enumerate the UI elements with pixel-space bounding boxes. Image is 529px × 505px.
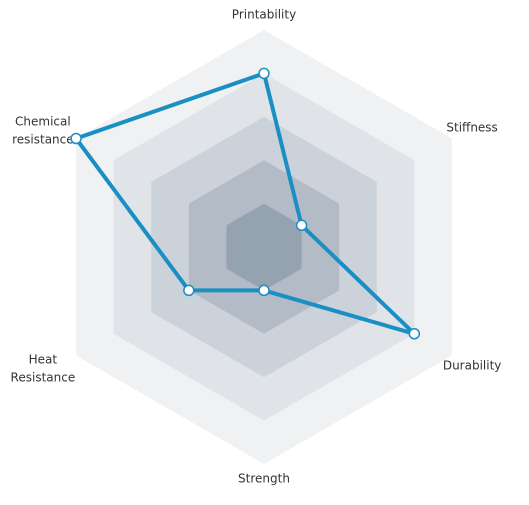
- data-point: [258, 67, 270, 80]
- axis-label: Printability: [232, 8, 296, 22]
- axis-label: Strength: [238, 472, 290, 486]
- grid-ring: [226, 203, 302, 291]
- data-point: [70, 132, 82, 145]
- axis-label: Chemical resistance: [12, 114, 74, 146]
- axis-label: Heat Resistance: [11, 352, 76, 384]
- data-point: [183, 284, 195, 297]
- data-point: [408, 328, 421, 340]
- axis-label: Stiffness: [446, 121, 497, 135]
- data-point: [258, 284, 270, 297]
- data-point: [295, 219, 308, 232]
- axis-label: Durability: [443, 359, 502, 373]
